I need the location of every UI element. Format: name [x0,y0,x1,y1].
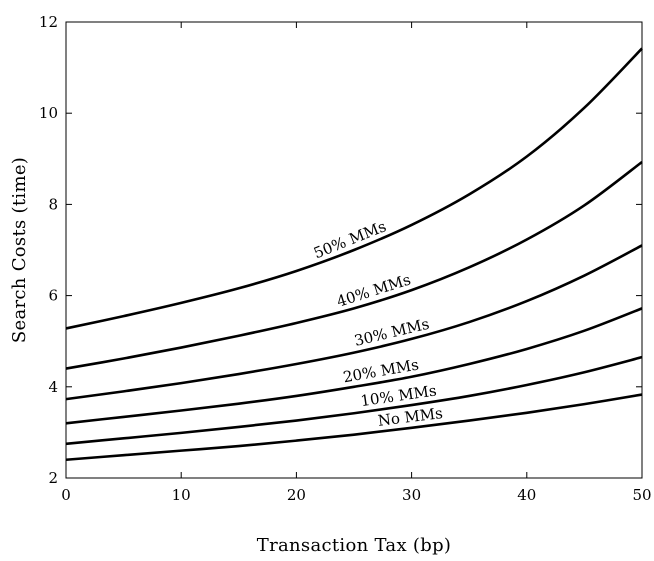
y-tick-label: 8 [48,195,58,213]
series-line-no-mms [65,393,643,462]
y-tick-label: 6 [48,287,58,305]
x-tick-label: 20 [287,486,306,504]
y-tick-label: 4 [48,378,58,396]
x-axis-title: Transaction Tax (bp) [257,535,451,556]
y-axis-title: Search Costs (time) [9,157,30,343]
axis-ticks [65,21,643,479]
series-line-50-mms [65,47,643,330]
series-line-10-mms [65,355,643,446]
x-tick-label: 50 [632,486,651,504]
x-tick-label: 0 [61,486,71,504]
x-tick-label: 40 [517,486,536,504]
y-tick-label: 2 [48,469,58,487]
series-line-20-mms [65,307,643,425]
x-axis-tick-labels: 0 10 20 30 40 50 [61,486,651,504]
series-line-40-mms [65,160,643,370]
plot-frame [65,21,643,479]
series-label: 40% MMs [335,270,413,310]
series-line-30-mms [65,244,643,401]
y-tick-label: 10 [39,104,58,122]
x-tick-label: 10 [172,486,191,504]
y-tick-label: 12 [39,13,58,31]
y-axis-tick-labels: 2 4 6 8 10 12 [39,13,58,487]
x-tick-label: 30 [402,486,421,504]
series-lines [65,47,643,462]
